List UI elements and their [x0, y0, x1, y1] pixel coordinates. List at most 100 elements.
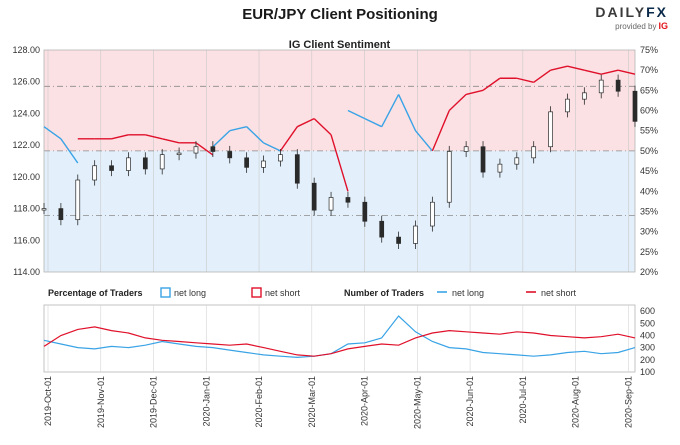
- price-candle: [126, 157, 131, 171]
- x-tick-label: 2020-Aug-01: [571, 376, 581, 428]
- x-axis: 2019-Oct-01 2019-Nov-01 2019-Dec-01 2020-Ja…: [43, 376, 633, 429]
- lower-tick-label: 300: [640, 343, 655, 353]
- net-long-segment: [43, 126, 62, 140]
- traders-plot: 100 200 300 400 500 600: [43, 304, 655, 377]
- price-candle: [396, 236, 401, 244]
- net-long-segment: [381, 94, 400, 128]
- dailyfx-logo: DAILYFX provided by IG: [595, 4, 668, 31]
- net-short-segment: [601, 69, 619, 75]
- brand-suffix: FX: [646, 4, 668, 20]
- net-short-segment: [195, 142, 214, 156]
- net-short-segment: [145, 134, 163, 140]
- net-long-segment: [263, 142, 281, 152]
- price-candle: [109, 165, 114, 171]
- net-short-zone: [44, 150, 635, 272]
- sentiment-plot: 114.00 116.00 118.00 120.00 122.00 124.00 126.…: [12, 39, 658, 277]
- price-candle: [430, 201, 435, 227]
- x-tick-label: 2019-Nov-01: [96, 376, 106, 428]
- x-tick-label: 2020-Jan-01: [201, 376, 211, 427]
- x-tick-label: 2020-Sep-01: [623, 376, 633, 428]
- net-short-segment: [567, 65, 585, 71]
- legend-net-long-swatch: [160, 287, 171, 298]
- x-tick-label: 2020-Mar-01: [307, 376, 317, 428]
- left-tick-label: 128.00: [12, 45, 40, 55]
- plot-frame: [43, 49, 636, 273]
- net-long-zone: [44, 50, 635, 151]
- price-candle: [446, 151, 452, 203]
- net-short-segment: [584, 69, 602, 75]
- x-tick-label: 2019-Dec-01: [149, 376, 159, 428]
- price-candle: [210, 146, 216, 152]
- price-candle: [142, 157, 148, 170]
- right-tick-label: 35%: [640, 206, 658, 216]
- net-long-segment: [229, 126, 247, 132]
- price-candle: [311, 182, 317, 211]
- right-tick-label: 55%: [640, 126, 658, 136]
- price-candle: [261, 160, 266, 168]
- price-candle: [480, 146, 486, 173]
- price-candle: [581, 92, 587, 100]
- net-short-segment: [313, 118, 332, 136]
- net-short-segment: [533, 69, 551, 83]
- ig-logo: IG: [658, 21, 668, 31]
- x-tick-label: 2020-Jul-01: [518, 376, 528, 424]
- x-tick-label: 2020-Feb-01: [254, 376, 264, 428]
- price-candle: [193, 146, 199, 154]
- net-short-segment: [516, 77, 534, 83]
- count-net-short-line: [43, 326, 636, 357]
- left-tick-label: 122.00: [12, 140, 40, 150]
- right-tick-label: 70%: [640, 65, 658, 75]
- net-long-segment: [60, 138, 79, 164]
- price-candle: [92, 165, 98, 181]
- price-candle: [159, 154, 165, 170]
- price-candle: [278, 154, 283, 162]
- net-short-segment: [279, 126, 298, 152]
- brand-prefix: DAILY: [595, 4, 647, 20]
- lower-tick-label: 200: [640, 355, 655, 365]
- right-tick-label: 75%: [640, 45, 658, 55]
- price-candle: [413, 225, 418, 244]
- x-tick-label: 2020-Apr-01: [360, 376, 370, 426]
- price-candle: [58, 208, 64, 221]
- left-tick-label: 120.00: [12, 172, 40, 182]
- left-tick-label: 118.00: [13, 204, 40, 214]
- x-tick-label: 2020-Jun-01: [465, 376, 475, 427]
- brand-name: DAILYFX: [595, 4, 668, 20]
- net-long-segment: [397, 94, 417, 132]
- net-short-segment: [448, 93, 467, 112]
- net-long-segment: [347, 109, 366, 120]
- right-tick-label: 40%: [640, 186, 658, 196]
- net-short-segment: [330, 134, 349, 192]
- price-candle: [75, 179, 81, 221]
- price-candle: [244, 157, 249, 168]
- price-candle: [632, 90, 638, 122]
- price-candle: [497, 163, 503, 173]
- right-tick-label: 45%: [640, 166, 658, 176]
- price-candle: [362, 201, 368, 222]
- price-candle: [548, 111, 553, 148]
- price-candle: [565, 98, 570, 113]
- net-short-segment: [296, 117, 315, 128]
- net-long-segment: [414, 130, 433, 152]
- price-candle: [598, 79, 604, 94]
- net-short-segment: [465, 89, 484, 96]
- left-tick-label: 116.00: [13, 235, 40, 245]
- net-short-segment: [482, 77, 501, 91]
- x-tick-label: 2019-Oct-01: [43, 376, 53, 426]
- brand-subtitle: provided by IG: [615, 21, 668, 31]
- price-candle: [514, 157, 520, 165]
- legend-net-short-label: net short: [265, 288, 301, 298]
- right-tick-label: 20%: [640, 267, 658, 277]
- lower-tick-label: 400: [640, 330, 655, 340]
- price-candle: [227, 151, 233, 159]
- price-candle: [615, 79, 621, 92]
- price-candle: [176, 152, 182, 156]
- legend-count-short-label: net short: [541, 288, 577, 298]
- left-tick-label: 114.00: [13, 267, 40, 277]
- net-long-segment: [364, 117, 383, 128]
- legend-number-label: Number of Traders: [344, 288, 424, 298]
- price-candle: [379, 220, 385, 238]
- left-tick-label: 126.00: [12, 77, 40, 87]
- x-tick-label: 2020-May-01: [412, 376, 422, 429]
- chart-title: EUR/JPY Client Positioning: [242, 6, 438, 23]
